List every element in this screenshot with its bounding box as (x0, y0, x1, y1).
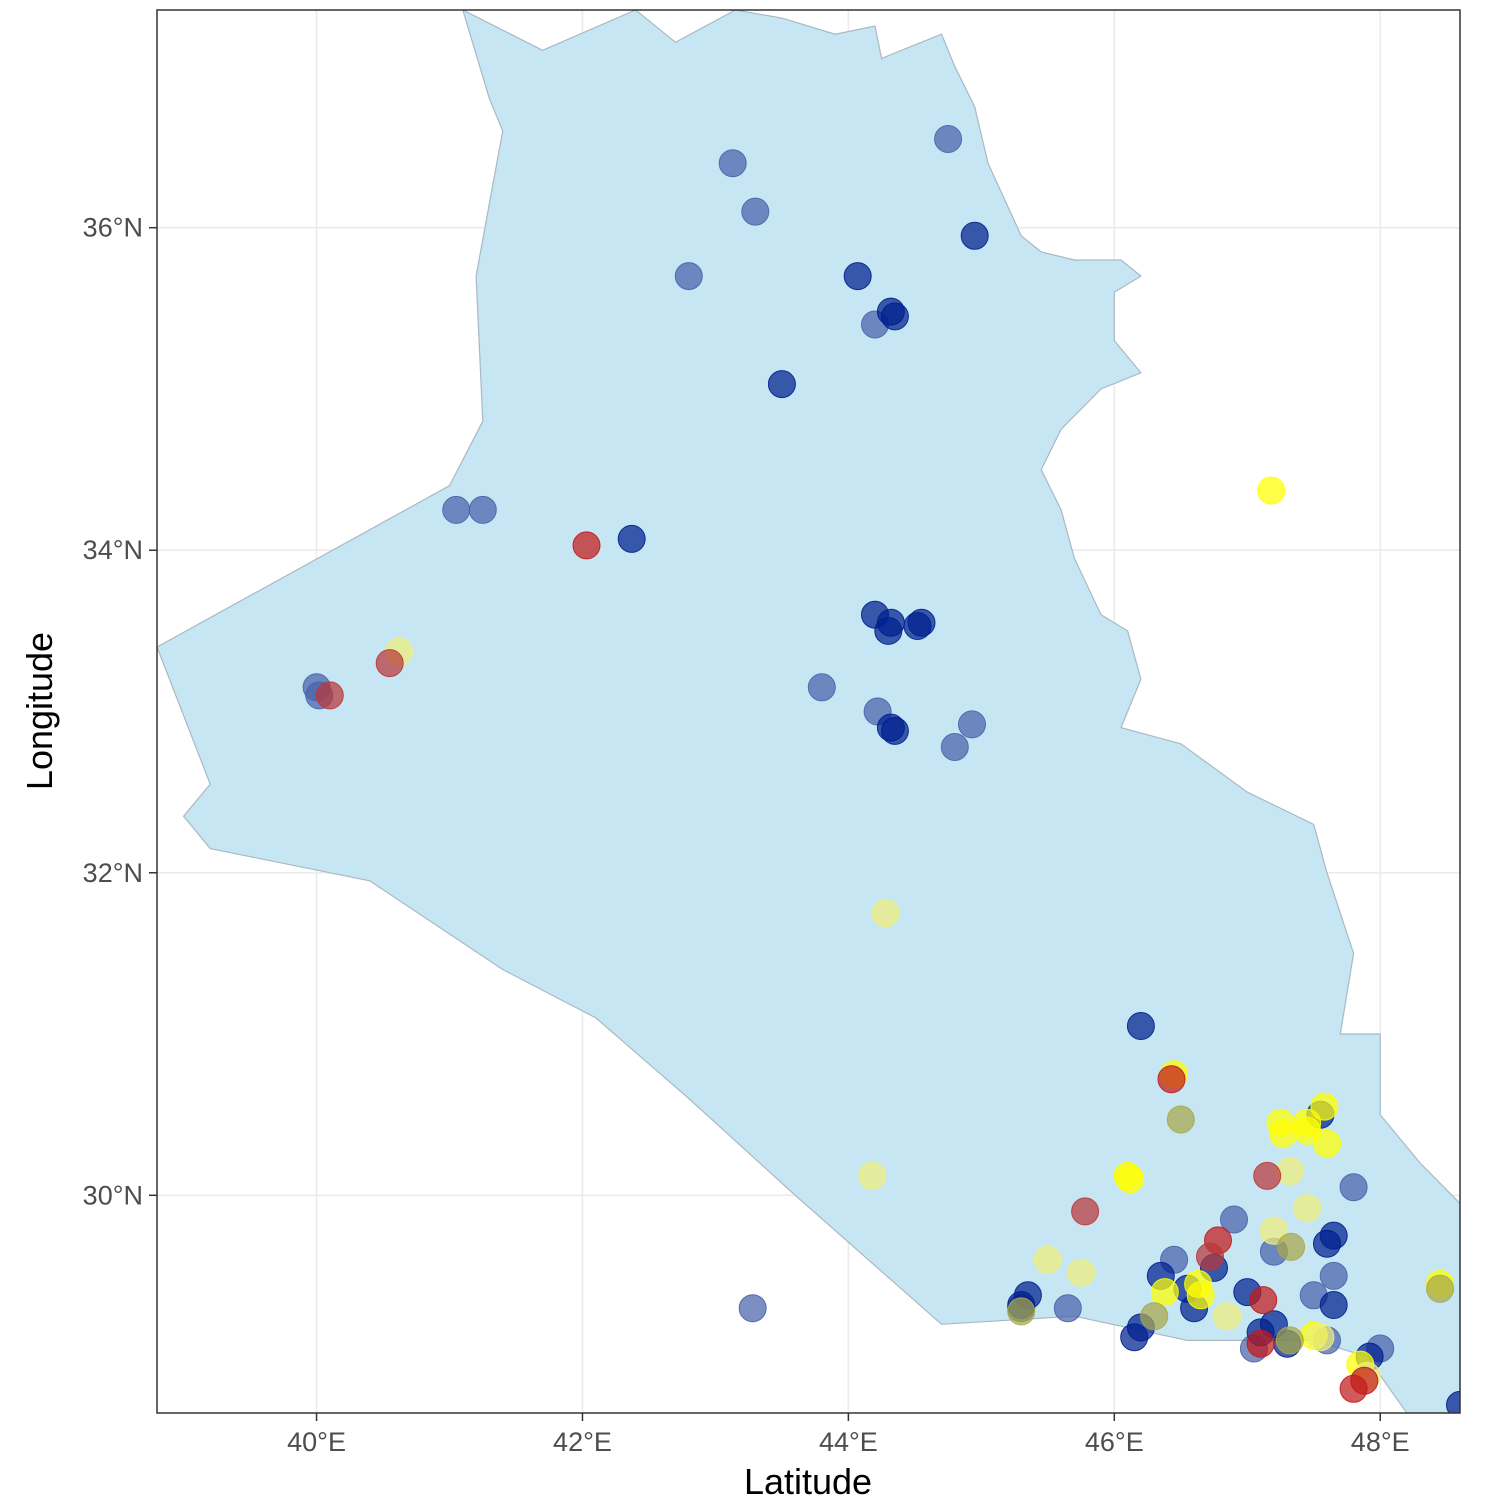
data-point-olive (1275, 1326, 1304, 1355)
data-point-navy (617, 524, 646, 553)
data-point-navy (907, 608, 936, 637)
data-point-red-muted (1071, 1197, 1100, 1226)
data-point-olive (1140, 1302, 1169, 1331)
data-point-navy (1126, 1012, 1155, 1040)
data-point-navy-light (1220, 1205, 1248, 1234)
data-point-red (1339, 1374, 1368, 1403)
data-point-yellow-pale (1293, 1194, 1322, 1223)
data-point-red (1249, 1286, 1278, 1315)
x-tick-label: 42°E (553, 1427, 612, 1457)
data-point-navy (1313, 1229, 1341, 1258)
data-point-olive (1166, 1105, 1195, 1134)
data-point-red-muted (375, 649, 404, 678)
x-tick-label: 40°E (287, 1427, 346, 1457)
data-point-navy-light (741, 197, 770, 226)
data-point-navy (880, 716, 909, 745)
data-point-yellow (1116, 1165, 1145, 1194)
axis-ticks: 40°E 42°E 44°E 46°E 48°E 30°N 32°N 34°N 36°N (83, 213, 1410, 1457)
x-axis-title: Latitude (744, 1461, 872, 1502)
data-point-olive (1007, 1297, 1036, 1326)
data-point-yellow (1293, 1116, 1322, 1145)
data-point-navy-light (442, 495, 471, 524)
data-point-navy (876, 297, 905, 326)
data-point-yellow-pale (1259, 1216, 1288, 1245)
y-tick-label: 32°N (83, 858, 143, 888)
data-point-yellow (1257, 476, 1286, 505)
data-point-navy-light (1319, 1261, 1348, 1290)
data-point-red (572, 531, 601, 560)
data-point-red-muted (315, 681, 344, 710)
data-point-navy-light (674, 262, 703, 291)
data-point-navy (876, 608, 905, 637)
x-tick-label: 44°E (819, 1427, 878, 1457)
data-point-navy (1446, 1390, 1460, 1413)
data-point-olive (1277, 1232, 1306, 1261)
data-point-yellow (1313, 1129, 1341, 1158)
data-point-yellow-pale (1033, 1245, 1062, 1274)
data-point-navy (843, 262, 872, 291)
data-point-yellow-pale (1067, 1258, 1096, 1287)
data-point-navy (960, 221, 989, 250)
data-point-navy-light (718, 149, 747, 178)
data-point-navy-light (1053, 1294, 1082, 1323)
data-point-navy-light (958, 710, 986, 739)
y-tick-label: 34°N (83, 535, 143, 565)
iraq-country-shape (157, 10, 1460, 1413)
data-point-yellow-pale (1213, 1302, 1242, 1331)
data-point-navy (767, 370, 796, 399)
y-tick-label: 36°N (83, 213, 143, 243)
data-point-yellow (1186, 1281, 1215, 1310)
data-point-navy-light (807, 673, 836, 702)
data-point-navy-light (940, 733, 969, 761)
x-tick-label: 48°E (1351, 1427, 1410, 1457)
data-point-yellow-pale (858, 1161, 887, 1190)
data-point-yellow (1269, 1120, 1298, 1148)
data-point-navy-light (738, 1294, 767, 1323)
data-point-navy (1319, 1291, 1348, 1319)
plot-panel-border (156, 9, 1461, 1414)
data-point-red (1246, 1329, 1275, 1358)
data-point-red (1157, 1065, 1186, 1094)
data-point-olive (1426, 1274, 1455, 1303)
data-point-navy (1120, 1323, 1149, 1352)
data-point-red-muted (1196, 1242, 1224, 1271)
data-point-navy-light (1339, 1173, 1368, 1202)
y-axis-title: Longitude (19, 632, 60, 790)
data-point-yellow-pale (1306, 1323, 1335, 1352)
y-tick-label: 30°N (83, 1180, 143, 1210)
x-tick-label: 46°E (1085, 1427, 1144, 1457)
data-point-navy-light (468, 495, 497, 524)
data-point-yellow (1310, 1092, 1339, 1121)
data-point-navy-light (934, 125, 963, 153)
data-point-yellow-pale (871, 899, 900, 928)
data-point-red-muted (1253, 1161, 1282, 1190)
data-point-yellow (1150, 1278, 1179, 1307)
data-points (302, 125, 1460, 1413)
